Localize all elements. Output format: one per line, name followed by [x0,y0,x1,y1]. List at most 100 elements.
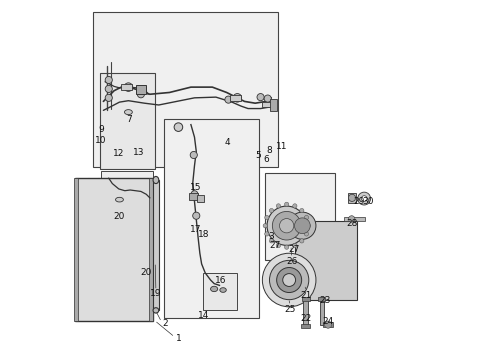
Circle shape [266,206,305,246]
Bar [269,99,277,111]
Text: 4: 4 [224,138,230,147]
Circle shape [304,232,308,236]
Text: 30: 30 [361,197,373,206]
Circle shape [276,267,301,293]
Circle shape [292,204,296,208]
Ellipse shape [210,286,217,292]
Bar [317,297,325,301]
Circle shape [299,208,304,213]
Circle shape [124,83,132,91]
Ellipse shape [153,176,159,184]
Text: 16: 16 [214,276,225,285]
Text: 26: 26 [285,257,297,266]
Circle shape [264,215,268,220]
Circle shape [292,243,296,248]
Ellipse shape [124,110,132,114]
Circle shape [361,196,366,202]
Circle shape [305,224,309,228]
Bar [303,298,307,327]
Text: 25: 25 [284,305,295,314]
Text: 19: 19 [150,289,162,298]
Text: 28: 28 [346,219,357,228]
Circle shape [272,211,300,240]
Circle shape [105,85,112,93]
Bar [323,322,332,327]
Bar [153,180,159,310]
Bar [343,217,365,221]
Circle shape [137,91,144,98]
Text: 22: 22 [300,314,311,323]
Text: 21: 21 [300,291,311,300]
Bar [121,84,132,90]
Text: 23: 23 [319,296,330,305]
Text: 20: 20 [114,212,125,221]
Ellipse shape [220,288,226,292]
Circle shape [233,94,241,102]
Text: 14: 14 [197,311,209,320]
Text: 27: 27 [288,245,300,254]
Circle shape [284,202,288,206]
Bar [294,221,356,300]
Circle shape [190,191,198,198]
Text: 17: 17 [189,225,201,234]
Text: 7: 7 [126,116,132,125]
Circle shape [279,219,293,233]
Text: 24: 24 [322,316,333,325]
Text: 15: 15 [190,183,201,192]
Bar [164,119,258,318]
Ellipse shape [115,197,123,202]
Bar [74,178,78,321]
Text: 9: 9 [98,126,103,135]
Circle shape [294,218,309,234]
Circle shape [263,224,267,228]
Circle shape [174,123,183,131]
Circle shape [282,274,295,287]
Circle shape [348,194,355,202]
Text: 13: 13 [133,148,144,157]
Circle shape [357,192,370,205]
Bar [135,85,145,94]
Bar [149,178,153,321]
Text: 3: 3 [268,232,274,241]
Text: 20: 20 [140,268,152,277]
Circle shape [264,95,271,102]
Circle shape [190,152,197,158]
Bar [197,195,204,202]
Bar [300,324,309,328]
Bar [262,103,272,108]
Bar [93,12,278,167]
Circle shape [269,239,273,243]
Bar [264,173,334,260]
Circle shape [304,215,308,220]
Bar [100,73,155,169]
Circle shape [269,208,273,213]
Bar [230,95,241,101]
Bar [101,171,152,262]
Circle shape [105,94,112,102]
Circle shape [257,94,264,101]
Circle shape [276,243,280,248]
Text: 6: 6 [263,156,268,165]
Text: 5: 5 [255,151,261,160]
Bar [203,273,237,310]
Text: 10: 10 [95,136,106,145]
Text: 11: 11 [275,142,287,151]
Bar [75,178,152,321]
Bar [347,193,355,203]
Bar [189,193,198,200]
Text: 29: 29 [353,197,365,206]
Circle shape [276,204,280,208]
Circle shape [299,239,304,243]
Circle shape [288,212,315,239]
Text: 1: 1 [175,334,181,343]
Text: 12: 12 [113,149,124,158]
Bar [319,298,323,325]
Circle shape [262,253,315,307]
Ellipse shape [153,308,159,313]
Circle shape [105,76,112,84]
Circle shape [269,260,308,300]
Bar [301,297,309,301]
Text: 27: 27 [268,240,280,249]
Circle shape [192,212,200,219]
Circle shape [284,245,288,249]
